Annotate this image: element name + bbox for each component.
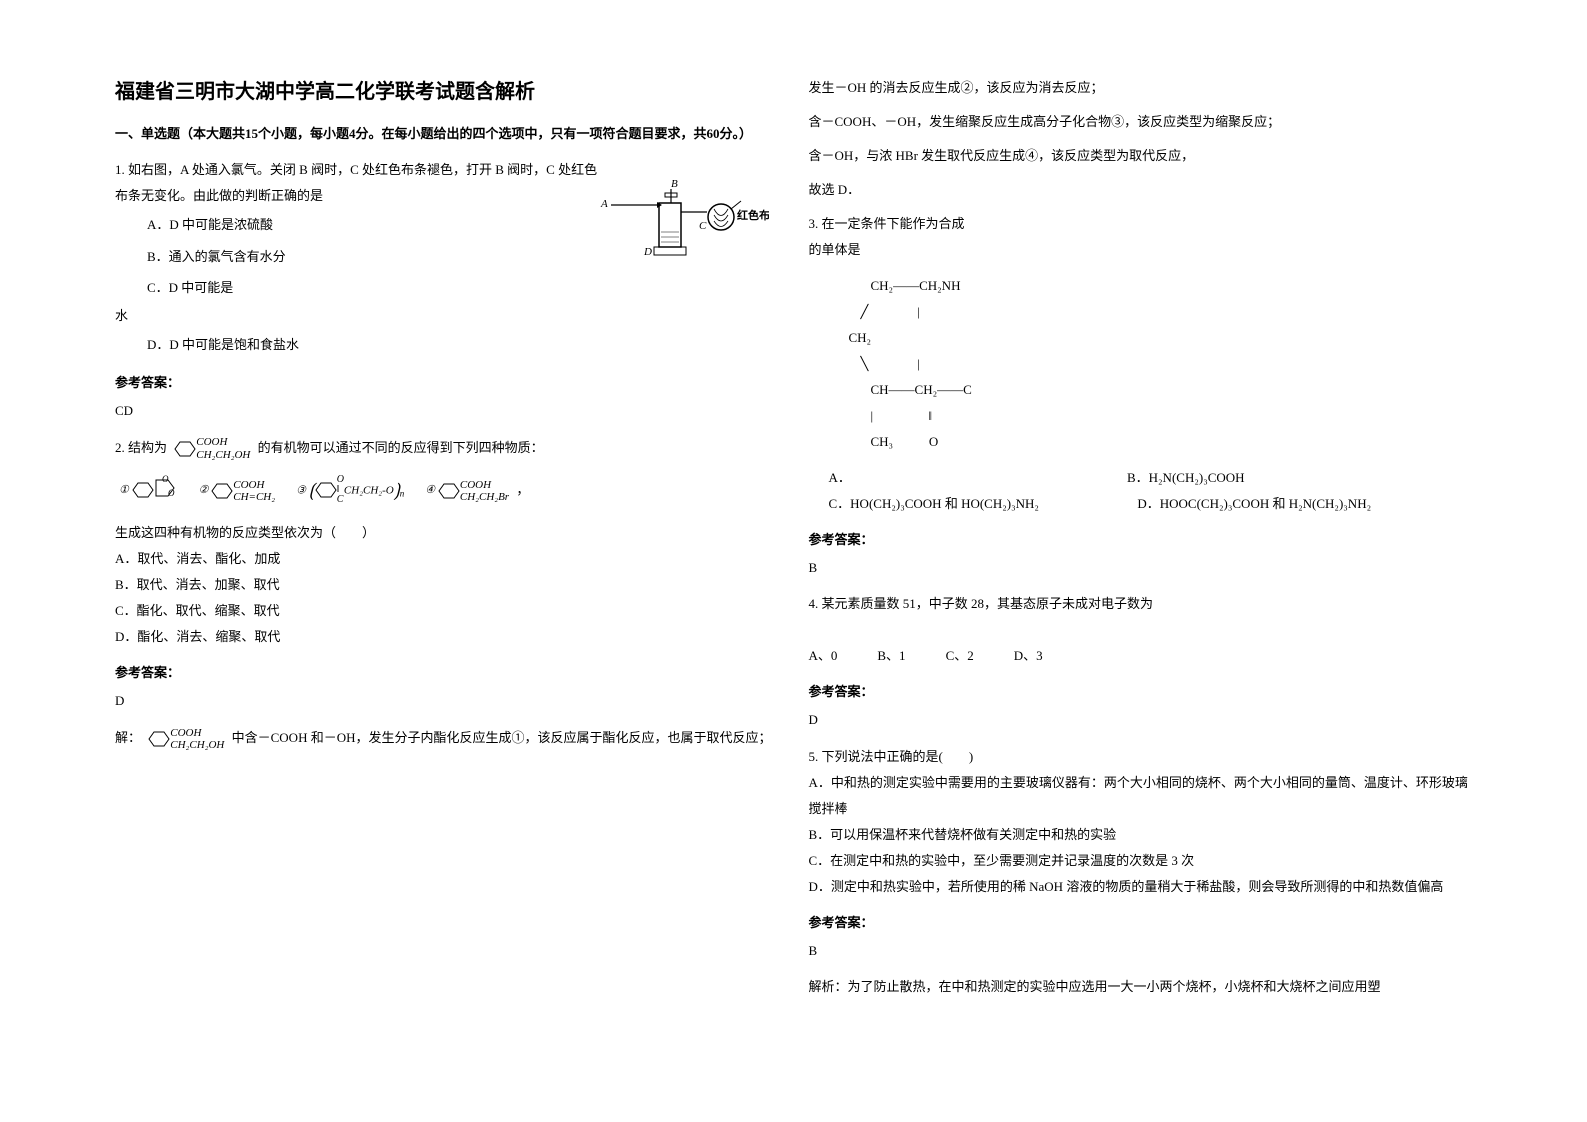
q3-answer: B <box>809 556 1473 579</box>
p2-top: COOH <box>233 479 264 491</box>
q2-stem-suffix: 的有机物可以通过不同的反应得到下列四种物质： <box>258 440 544 455</box>
q3-option-d: D．HOOC(CH₂)₃COOH 和 H₂N(CH₂)₃NH₂ <box>1137 491 1472 517</box>
monomer-l4b: O <box>929 434 938 449</box>
explain-formula-top: COOH <box>170 727 201 739</box>
p2-bottom: CH=CH₂ <box>233 491 275 503</box>
q4-option-c: C、2 <box>946 643 974 669</box>
q3-monomer: CH₂——CH₂NH ╱ | CH₂ ╲ | CH——CH₂——C | ‖ CH… <box>849 273 1127 455</box>
p3-suffix: CH₂CH₂-O <box>344 484 394 496</box>
q4-answer-label: 参考答案： <box>809 681 1473 700</box>
p3-top: O <box>337 474 344 485</box>
q2-option-b: B．取代、消去、加聚、取代 <box>115 572 779 598</box>
q5-answer: B <box>809 939 1473 962</box>
q2-stem: 2. 结构为 COOHCH₂CH₂OH 的有机物可以通过不同的反应得到下列四种物… <box>115 435 779 461</box>
q5-option-b: B．可以用保温杯来代替烧杯做有关测定中和热的实验 <box>809 822 1473 848</box>
q4-option-d: D、3 <box>1014 643 1043 669</box>
product-3: ③ ⟮O‖CCH₂CH₂-O⟯n <box>296 471 404 511</box>
red-cloth-label: 红色布条 <box>737 208 769 222</box>
q4-answer: D <box>809 708 1473 731</box>
question-2: 2. 结构为 COOHCH₂CH₂OH 的有机物可以通过不同的反应得到下列四种物… <box>115 435 779 651</box>
apparatus-label-b: B <box>671 178 678 190</box>
q2-answer-label: 参考答案： <box>115 662 779 681</box>
formula-top: COOH <box>196 436 227 448</box>
question-4: 4. 某元素质量数 51，中子数 28，其基态原子未成对电子数为 A、0 B、1… <box>809 591 1473 669</box>
q5-stem: 5. 下列说法中正确的是( ) <box>809 744 1473 770</box>
apparatus-label-a: A <box>600 198 608 210</box>
circled-2: ② <box>199 484 209 496</box>
svg-text:O: O <box>162 474 169 484</box>
q2-option-d: D．酯化、消去、缩聚、取代 <box>115 624 779 650</box>
p3-n: n <box>400 488 405 498</box>
q3-option-a: A． <box>829 465 1127 491</box>
explain-prefix: 解： <box>115 730 141 745</box>
q5-option-c: C．在测定中和热的实验中，至少需要测定并记录温度的次数是 3 次 <box>809 848 1473 874</box>
circled-1: ① <box>119 484 129 496</box>
monomer-l2: CH₂ <box>849 325 1127 351</box>
question-3: 3. 在一定条件下能作为合成 的单体是 CH₂——CH₂NH ╱ | CH₂ ╲… <box>809 211 1473 517</box>
q1-answer: CD <box>115 399 779 422</box>
q2-stem-prefix: 2. 结构为 <box>115 440 167 455</box>
section-header: 一、单选题（本大题共15个小题，每小题4分。在每小题给出的四个选项中，只有一项符… <box>115 122 779 145</box>
q4-option-b: B、1 <box>877 643 905 669</box>
product-2: ② COOHCH=CH₂ <box>199 478 275 503</box>
q2-structure: COOHCH₂CH₂OH <box>174 436 250 460</box>
apparatus-label-d: D <box>643 246 652 258</box>
q2-cont-line1: 发生－OH 的消去反应生成②，该反应为消去反应； <box>809 75 1473 101</box>
q2-cont-line3: 含－OH，与浓 HBr 发生取代反应生成④，该反应类型为取代反应， <box>809 143 1473 169</box>
circled-3: ③ <box>296 484 306 496</box>
q1-option-c: C．D 中可能是 <box>147 272 779 303</box>
q2-explain-structure: COOHCH₂CH₂OH <box>148 727 224 751</box>
q1-option-c-cont: 水 <box>115 303 779 329</box>
q5-answer-label: 参考答案： <box>809 912 1473 931</box>
apparatus-diagram: A B D C 红色布条 <box>599 177 769 267</box>
product-1: ① OO <box>119 474 178 507</box>
question-1: 1. 如右图，A 处通入氯气。关闭 B 阀时，C 处红色布条褪色，打开 B 阀时… <box>115 157 779 360</box>
monomer-l3: CH——CH₂——C <box>871 377 1127 403</box>
q3-answer-label: 参考答案： <box>809 529 1473 548</box>
q4-option-a: A、0 <box>809 643 838 669</box>
product-4: ④ COOHCH₂CH₂Br <box>425 478 509 503</box>
q2-cont-line2: 含－COOH、－OH，发生缩聚反应生成高分子化合物③，该反应类型为缩聚反应； <box>809 109 1473 135</box>
q4-stem: 4. 某元素质量数 51，中子数 28，其基态原子未成对电子数为 <box>809 591 1473 617</box>
apparatus-label-c: C <box>699 220 707 232</box>
q3-option-b: B．H₂N(CH₂)₃COOH <box>1127 465 1472 491</box>
p3-mid: C <box>337 494 344 505</box>
explain-formula-bottom: CH₂CH₂OH <box>170 739 224 751</box>
q5-option-a: A．中和热的测定实验中需要用的主要玻璃仪器有：两个大小相同的烧杯、两个大小相同的… <box>809 770 1473 822</box>
q3-option-c: C．HO(CH₂)₃COOH 和 HO(CH₂)₃NH₂ <box>829 491 1138 517</box>
p4-top: COOH <box>460 479 491 491</box>
question-5: 5. 下列说法中正确的是( ) A．中和热的测定实验中需要用的主要玻璃仪器有：两… <box>809 744 1473 900</box>
monomer-l1: CH₂——CH₂NH <box>871 273 1127 299</box>
q3-stem: 3. 在一定条件下能作为合成 <box>809 211 1473 237</box>
q3-stem2: 的单体是 <box>809 237 1473 263</box>
q2-answer: D <box>115 689 779 712</box>
q2-option-c: C．酯化、取代、缩聚、取代 <box>115 598 779 624</box>
p4-bottom: CH₂CH₂Br <box>460 491 509 503</box>
svg-text:O: O <box>168 488 175 498</box>
q2-explanation: 解： COOHCH₂CH₂OH 中含－COOH 和－OH，发生分子内酯化反应生成… <box>115 725 779 751</box>
q2-option-a: A．取代、消去、酯化、加成 <box>115 546 779 572</box>
page-title: 福建省三明市大湖中学高二化学联考试题含解析 <box>115 75 779 104</box>
q1-answer-label: 参考答案： <box>115 372 779 391</box>
q2-stem2: 生成这四种有机物的反应类型依次为（ ） <box>115 520 779 546</box>
monomer-l4a: CH₃ <box>871 434 894 449</box>
explain-suffix: 中含－COOH 和－OH，发生分子内酯化反应生成①，该反应属于酯化反应，也属于取… <box>232 730 772 745</box>
q1-option-d: D．D 中可能是饱和食盐水 <box>147 329 779 360</box>
q2-cont-line4: 故选 D． <box>809 177 1473 203</box>
circled-4: ④ <box>425 484 435 496</box>
q2-products: ① OO ② COOHCH=CH₂ ③ ⟮O‖CCH₂CH₂-O⟯n ④ COO… <box>115 471 779 511</box>
q5-option-d: D．测定中和热实验中，若所使用的稀 NaOH 溶液的物质的量稍大于稀盐酸，则会导… <box>809 874 1473 900</box>
q5-explanation: 解析：为了防止散热，在中和热测定的实验中应选用一大一小两个烧杯，小烧杯和大烧杯之… <box>809 974 1473 1000</box>
formula-bottom: CH₂CH₂OH <box>196 449 250 461</box>
